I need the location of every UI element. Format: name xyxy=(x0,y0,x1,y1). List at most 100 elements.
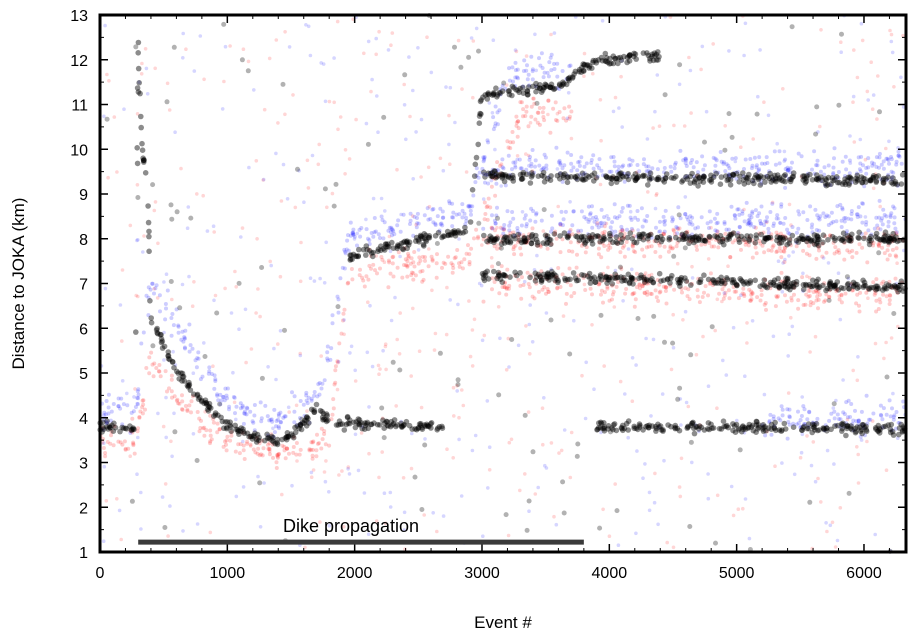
blue-point xyxy=(323,99,328,104)
blue-point xyxy=(182,335,187,340)
black-point xyxy=(498,171,505,177)
black-point xyxy=(804,425,810,432)
blue-point xyxy=(511,79,515,84)
black-point xyxy=(866,177,873,184)
blue-point xyxy=(762,161,767,166)
blue-point xyxy=(635,209,640,213)
red-point xyxy=(716,245,721,250)
black-point xyxy=(746,421,753,428)
black-point xyxy=(808,237,814,244)
red-point xyxy=(781,249,786,253)
black-point xyxy=(565,76,572,82)
black-point xyxy=(645,424,652,431)
red-point xyxy=(876,74,880,78)
red-point xyxy=(523,472,527,476)
blue-point xyxy=(743,157,748,162)
black-point xyxy=(719,236,726,242)
y-tick-label: 7 xyxy=(79,277,88,294)
blue-point xyxy=(241,439,245,444)
red-point xyxy=(136,426,140,431)
black-point xyxy=(166,356,173,363)
blue-point xyxy=(644,336,648,341)
black-point xyxy=(581,272,587,279)
blue-point xyxy=(840,159,845,164)
black-point xyxy=(580,68,587,74)
blue-point xyxy=(635,163,640,167)
black-point xyxy=(482,270,489,276)
blue-point xyxy=(498,92,503,97)
blue-point xyxy=(815,158,820,163)
blue-point xyxy=(340,265,345,270)
x-tick-label: 4000 xyxy=(592,565,628,582)
red-point xyxy=(169,373,174,378)
blue-point xyxy=(655,73,660,77)
black-point xyxy=(853,175,859,182)
blue-point xyxy=(492,218,497,223)
blue-point xyxy=(762,223,767,227)
black-point xyxy=(684,425,690,431)
blue-point xyxy=(158,309,162,314)
black-point xyxy=(891,235,897,242)
black-point xyxy=(537,273,543,280)
black-point xyxy=(520,169,527,176)
black-point xyxy=(610,174,616,180)
red-point xyxy=(598,98,603,102)
blue-point xyxy=(198,377,203,382)
red-point xyxy=(245,441,249,446)
red-point xyxy=(337,341,342,346)
black-point xyxy=(815,177,821,183)
black-point xyxy=(710,174,717,180)
blue-point xyxy=(272,346,276,351)
black-point xyxy=(495,172,502,179)
blue-point xyxy=(216,398,221,403)
black-point xyxy=(685,424,691,431)
red-point xyxy=(658,254,663,259)
blue-point xyxy=(102,114,106,119)
blue-point xyxy=(684,158,689,163)
red-point xyxy=(427,204,432,209)
red-point xyxy=(335,19,340,24)
red-point xyxy=(497,291,502,296)
red-point xyxy=(582,74,586,78)
black-point xyxy=(223,425,230,432)
blue-point xyxy=(815,163,820,168)
blue-point xyxy=(814,228,819,232)
black-point xyxy=(809,421,816,428)
black-point xyxy=(517,171,524,178)
black-point xyxy=(899,172,906,178)
blue-point xyxy=(894,281,899,286)
red-point xyxy=(732,289,737,294)
red-point xyxy=(502,281,507,286)
black-point xyxy=(825,174,832,181)
black-point xyxy=(832,237,838,244)
blue-point xyxy=(513,68,518,73)
black-point xyxy=(567,351,573,357)
black-point xyxy=(547,241,554,248)
red-point xyxy=(151,374,156,379)
blue-point xyxy=(543,155,548,160)
red-point xyxy=(707,235,712,240)
blue-point xyxy=(243,411,247,416)
red-point xyxy=(708,279,713,284)
black-point xyxy=(813,421,820,427)
black-point xyxy=(551,271,557,277)
red-point xyxy=(808,350,812,354)
black-point xyxy=(590,57,597,64)
y-tick-label: 2 xyxy=(79,500,88,517)
black-point xyxy=(823,287,829,294)
black-point xyxy=(555,277,561,284)
black-point xyxy=(601,236,608,242)
black-point xyxy=(846,490,852,496)
blue-point xyxy=(319,386,324,391)
blue-point xyxy=(492,124,497,129)
blue-point xyxy=(530,148,535,152)
black-point xyxy=(100,424,106,431)
black-point xyxy=(154,325,160,332)
blue-point xyxy=(796,226,801,231)
black-point xyxy=(206,400,213,407)
black-point xyxy=(745,179,752,186)
black-point xyxy=(168,202,174,208)
blue-point xyxy=(530,340,535,344)
red-point xyxy=(815,294,820,299)
red-point xyxy=(616,280,621,285)
